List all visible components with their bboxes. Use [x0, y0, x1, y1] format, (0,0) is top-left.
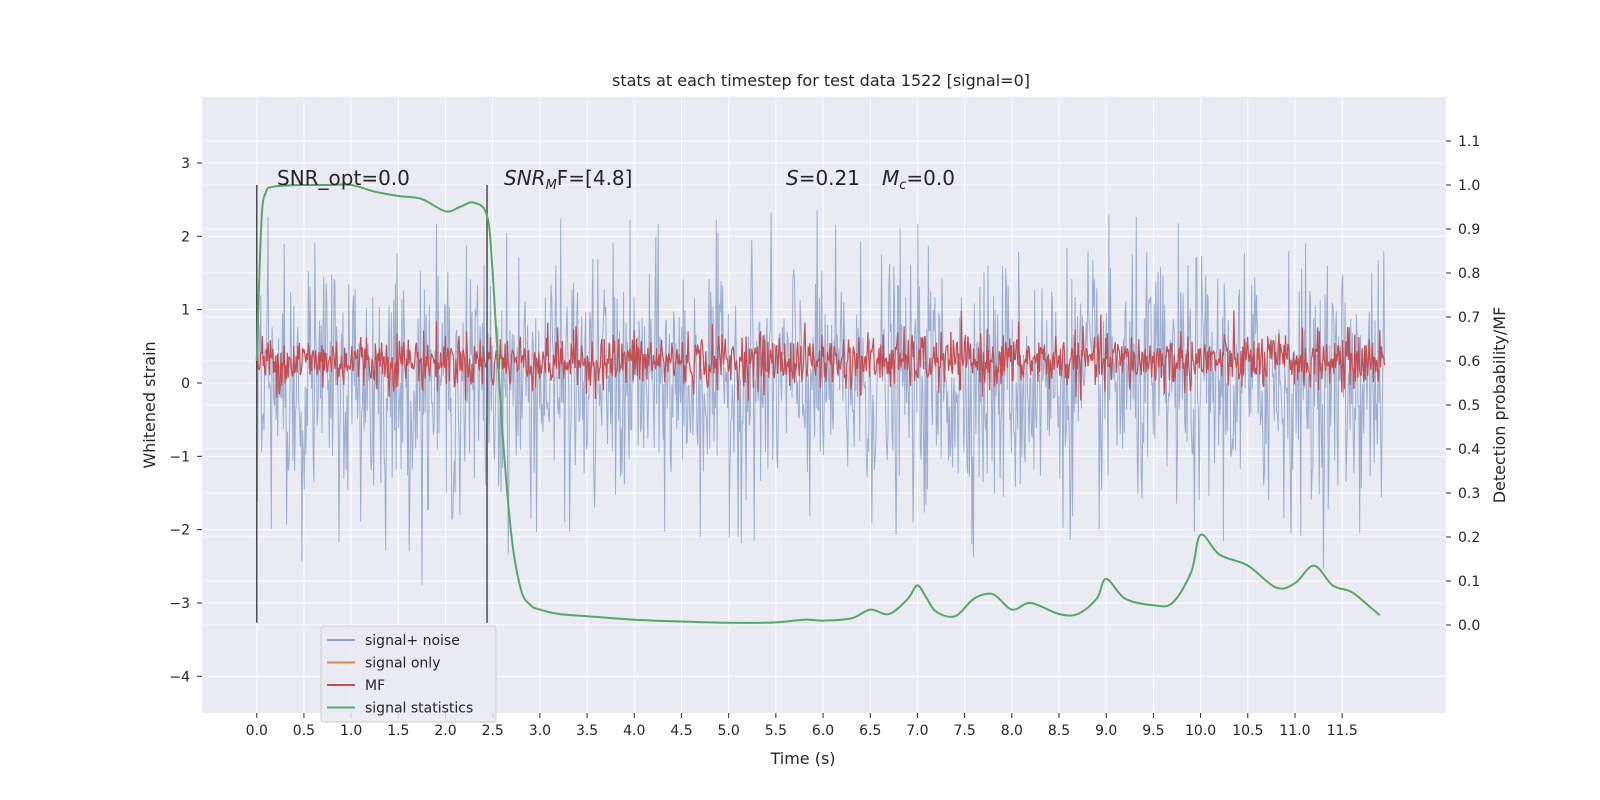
- s-main: S: [786, 166, 799, 190]
- snr-mf-annotation: SNRMF=[4.8]: [504, 166, 632, 193]
- signal-statistics-line: [255, 183, 1381, 624]
- snr-mf-tail: F=[4.8]: [557, 166, 633, 190]
- y-right-tick-label: 0.3: [1458, 486, 1480, 502]
- s-tail: =0.21: [799, 166, 860, 190]
- y-right-tick-label: 0.4: [1458, 442, 1480, 458]
- y-tick-label: −2: [169, 523, 190, 539]
- y-right-tick-label: 0.7: [1458, 310, 1480, 326]
- y-right-tick-label: 0.9: [1458, 222, 1480, 238]
- x-tick-label: 4.5: [670, 723, 692, 739]
- legend-label: signal+ noise: [365, 633, 460, 649]
- y-right-tick-label: 0.6: [1458, 354, 1480, 370]
- grid: [202, 97, 1446, 713]
- y-tick-label: 0: [181, 376, 190, 392]
- legend-label: MF: [365, 678, 385, 694]
- x-tick-label: 4.0: [623, 723, 645, 739]
- y-tick-label: −1: [169, 449, 190, 465]
- x-tick-label: 2.5: [482, 723, 504, 739]
- mf-line: [256, 310, 1386, 401]
- x-tick-label: 9.5: [1142, 723, 1164, 739]
- x-tick-label: 10.5: [1232, 723, 1263, 739]
- x-tick-label: 10.0: [1185, 723, 1216, 739]
- legend-label: signal only: [365, 656, 440, 672]
- mc-main: M: [882, 166, 899, 190]
- x-tick-label: 1.5: [387, 723, 409, 739]
- y-axis-label: Whitened strain: [140, 341, 159, 468]
- snr-opt-annotation: SNR_opt=0.0: [277, 166, 410, 190]
- mc-tail: =0.0: [906, 166, 955, 190]
- s-annotation: S=0.21: [786, 166, 860, 190]
- y-right-tick-label: 1.1: [1458, 134, 1480, 150]
- signal-noise-line: [256, 210, 1386, 586]
- x-axis-label: Time (s): [769, 749, 835, 768]
- x-tick-label: 6.0: [812, 723, 834, 739]
- x-tick-label: 6.5: [859, 723, 881, 739]
- mc-sub: c: [899, 178, 906, 193]
- x-tick-label: 0.0: [246, 723, 268, 739]
- y-tick-label: 2: [181, 229, 190, 245]
- x-tick-label: 9.0: [1095, 723, 1117, 739]
- y-right-tick-label: 0.0: [1458, 618, 1480, 634]
- y-tick-label: −4: [169, 669, 190, 685]
- y-right-tick-label: 0.8: [1458, 266, 1480, 282]
- series-layer: [255, 183, 1386, 624]
- y-right-tick-label: 0.5: [1458, 398, 1480, 414]
- x-tick-label: 2.0: [434, 723, 456, 739]
- legend-frame: [320, 625, 497, 723]
- y-right-tick-label: 0.2: [1458, 530, 1480, 546]
- x-tick-label: 8.0: [1001, 723, 1023, 739]
- x-tick-label: 5.0: [718, 723, 740, 739]
- axes: 0.0 0.5 1.0 1.5 2.0 2.5 3.0 3.5 4.0 4.5 5.0 5.5 6.0 6…: [169, 134, 1480, 739]
- x-tick-label: 1.0: [340, 723, 362, 739]
- snr-mf-main: SNR: [504, 166, 546, 190]
- x-tick-label: 3.0: [529, 723, 551, 739]
- x-tick-label: 8.5: [1048, 723, 1070, 739]
- x-tick-label: 5.5: [765, 723, 787, 739]
- x-tick-label: 11.5: [1327, 723, 1358, 739]
- snr-mf-sub: M: [546, 178, 557, 193]
- y-tick-label: 3: [181, 156, 190, 172]
- mc-annotation: Mc=0.0: [882, 166, 955, 193]
- legend: signal+ noise signal only MF signal statist…: [320, 625, 497, 723]
- y-tick-label: −3: [169, 596, 190, 612]
- y-tick-label: 1: [181, 303, 190, 319]
- chart-title: stats at each timestep for test data 152…: [612, 71, 1030, 90]
- y-axis-right-label: Detection probability/MF: [1490, 307, 1509, 504]
- x-tick-label: 7.5: [954, 723, 976, 739]
- x-tick-label: 0.5: [293, 723, 315, 739]
- x-tick-label: 7.0: [906, 723, 928, 739]
- x-tick-label: 11.0: [1279, 723, 1310, 739]
- x-tick-label: 3.5: [576, 723, 598, 739]
- y-right-tick-label: 1.0: [1458, 178, 1480, 194]
- y-right-tick-label: 0.1: [1458, 574, 1480, 590]
- legend-label: signal statistics: [365, 701, 473, 717]
